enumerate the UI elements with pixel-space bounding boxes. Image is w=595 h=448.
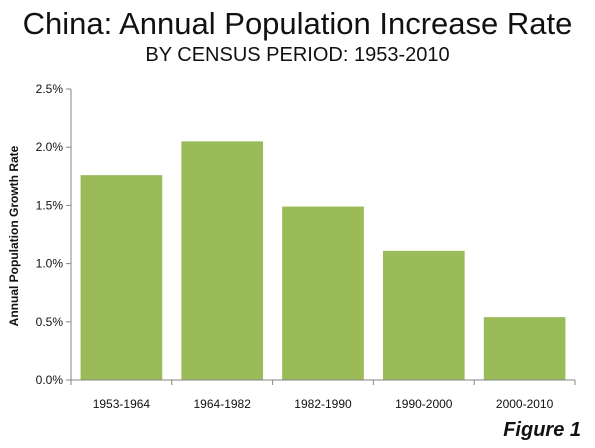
bar	[483, 317, 566, 380]
y-tick-label: 2.0%	[36, 140, 64, 154]
y-tick-labels: 0.0% 0.5% 1.0% 1.5% 2.0% 2.5%	[36, 82, 64, 387]
figure-label: Figure 1	[503, 419, 581, 441]
axes	[66, 88, 576, 385]
bar	[80, 175, 163, 380]
y-tick-label: 1.0%	[36, 257, 64, 271]
x-tick-labels: 1953-1964 1964-1982 1982-1990 1990-2000 2000…	[93, 397, 554, 411]
y-tick-label: 2.5%	[36, 82, 64, 96]
chart-subtitle: BY CENSUS PERIOD: 1953-2010	[145, 44, 450, 66]
y-tick-label: 0.0%	[36, 373, 64, 387]
y-axis-label: Annual Population Growth Rate	[7, 145, 21, 326]
bar	[382, 250, 465, 380]
bars-group	[80, 141, 566, 380]
x-tick-label: 1990-2000	[395, 397, 453, 411]
chart-title: China: Annual Population Increase Rate	[22, 6, 573, 41]
x-tick-label: 1953-1964	[93, 397, 151, 411]
y-tick-label: 0.5%	[36, 315, 64, 329]
x-tick-label: 1964-1982	[194, 397, 252, 411]
bar	[282, 206, 364, 380]
x-tick-label: 1982-1990	[294, 397, 352, 411]
bar	[181, 141, 264, 380]
x-tick-label: 2000-2010	[496, 397, 554, 411]
y-tick-label: 1.5%	[36, 198, 64, 212]
